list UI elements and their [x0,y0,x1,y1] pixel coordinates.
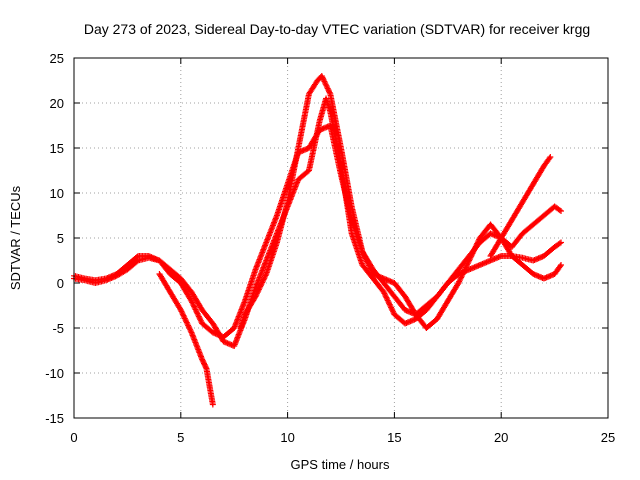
chart-title: Day 273 of 2023, Sidereal Day-to-day VTE… [84,21,590,37]
data-series [71,73,565,408]
data-point [324,84,331,91]
data-point [318,73,325,79]
data-point [320,75,327,82]
y-tick-label: -15 [45,411,64,426]
plot-frame [73,57,609,419]
y-tick-label: 0 [57,276,64,291]
data-point [558,239,565,246]
data-point [556,207,563,214]
y-tick-label: -5 [52,321,64,336]
data-point [558,208,565,214]
data-point [319,74,326,81]
x-tick-label: 15 [387,430,401,445]
data-point [326,88,333,95]
y-tick-label: -10 [45,366,64,381]
data-point [322,79,329,86]
data-point [546,155,553,162]
x-tick-label: 25 [601,430,615,445]
x-tick-label: 10 [280,430,294,445]
y-tick-label: 20 [50,96,64,111]
y-tick-label: 15 [50,141,64,156]
data-point [556,240,563,247]
data-point [557,263,564,270]
data-point [558,262,565,268]
data-point [202,364,209,371]
data-point [326,89,333,96]
series-track-6 [487,154,554,259]
data-point [324,85,331,92]
y-tick-label: 5 [57,231,64,246]
series-track-4 [237,73,430,331]
series-track-5 [423,221,565,331]
y-tick-label: 10 [50,186,64,201]
x-axis-label: GPS time / hours [291,457,390,472]
x-tick-label: 20 [494,430,508,445]
axis-ticks: 0 5 10 15 20 25 25 20 15 10 5 0 -5 -10 -15 [45,51,615,445]
x-tick-label: 0 [70,430,77,445]
data-point [133,254,140,260]
data-point [322,81,329,88]
y-axis-label: SDTVAR / TECUs [8,185,23,290]
x-tick-label: 5 [177,430,184,445]
series-track-3 [156,271,216,408]
y-tick-label: 25 [50,51,64,66]
data-point [209,401,216,408]
data-point [320,77,327,84]
data-point [321,78,328,85]
data-point [325,86,332,93]
data-point [547,154,554,160]
data-point [323,82,330,89]
